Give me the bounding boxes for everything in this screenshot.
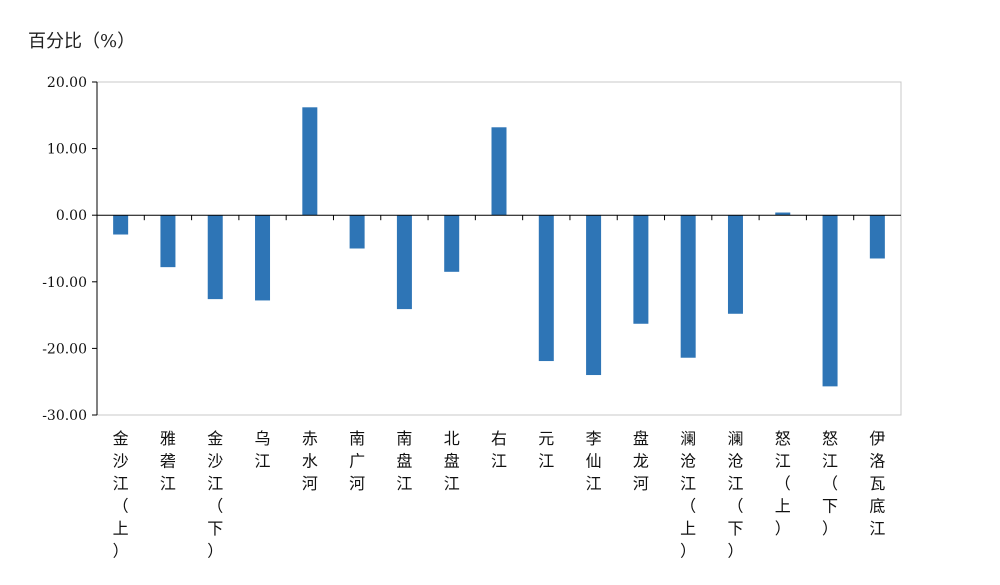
category-label: 赤水河 — [302, 429, 318, 493]
bar — [255, 215, 271, 301]
bar — [444, 215, 460, 272]
category-label: 南盘江 — [396, 429, 412, 493]
bar — [633, 215, 649, 324]
category-label: 乌江 — [255, 429, 271, 471]
category-label: 金沙江（下） — [207, 429, 223, 561]
bar — [586, 215, 602, 376]
category-label: 澜沧江（下） — [727, 429, 743, 561]
bars — [113, 107, 885, 387]
category-label: 南广河 — [349, 429, 365, 493]
category-label: 元江 — [538, 429, 554, 471]
bar — [869, 215, 885, 259]
y-tick-label: 20.00 — [47, 75, 87, 91]
bar — [396, 215, 412, 310]
bar — [160, 215, 176, 268]
category-label: 盘龙河 — [633, 429, 649, 493]
category-label: 金沙江（上） — [113, 429, 129, 561]
bar — [207, 215, 223, 300]
bar — [302, 107, 318, 216]
y-axis-ticks: 20.00 10.00 0.00 -10.00 -20.00 -30.00 — [42, 75, 97, 424]
category-label: 北盘江 — [444, 429, 460, 493]
category-label: 右江 — [491, 429, 507, 471]
bar — [727, 215, 743, 314]
bar — [538, 215, 554, 362]
category-label: 怒江（上） — [775, 429, 791, 538]
y-tick-label: -10.00 — [42, 275, 87, 291]
y-tick-label: -30.00 — [42, 408, 87, 424]
bar — [775, 212, 791, 216]
bar — [680, 215, 696, 358]
category-label: 伊洛瓦底江 — [869, 429, 885, 538]
bar — [113, 215, 129, 235]
y-tick-label: 0.00 — [56, 208, 87, 224]
y-tick-label: -20.00 — [42, 341, 87, 357]
category-label: 李仙江 — [586, 429, 602, 493]
bar — [822, 215, 838, 387]
category-label: 雅砻江 — [160, 429, 176, 493]
bar — [349, 215, 365, 249]
x-axis-ticks — [143, 215, 855, 221]
category-label: 怒江（下） — [822, 429, 838, 538]
bar — [491, 127, 507, 216]
category-label: 澜沧江（上） — [680, 429, 696, 561]
y-tick-label: 10.00 — [47, 142, 87, 158]
y-axis-label: 百分比（%） — [28, 31, 135, 52]
